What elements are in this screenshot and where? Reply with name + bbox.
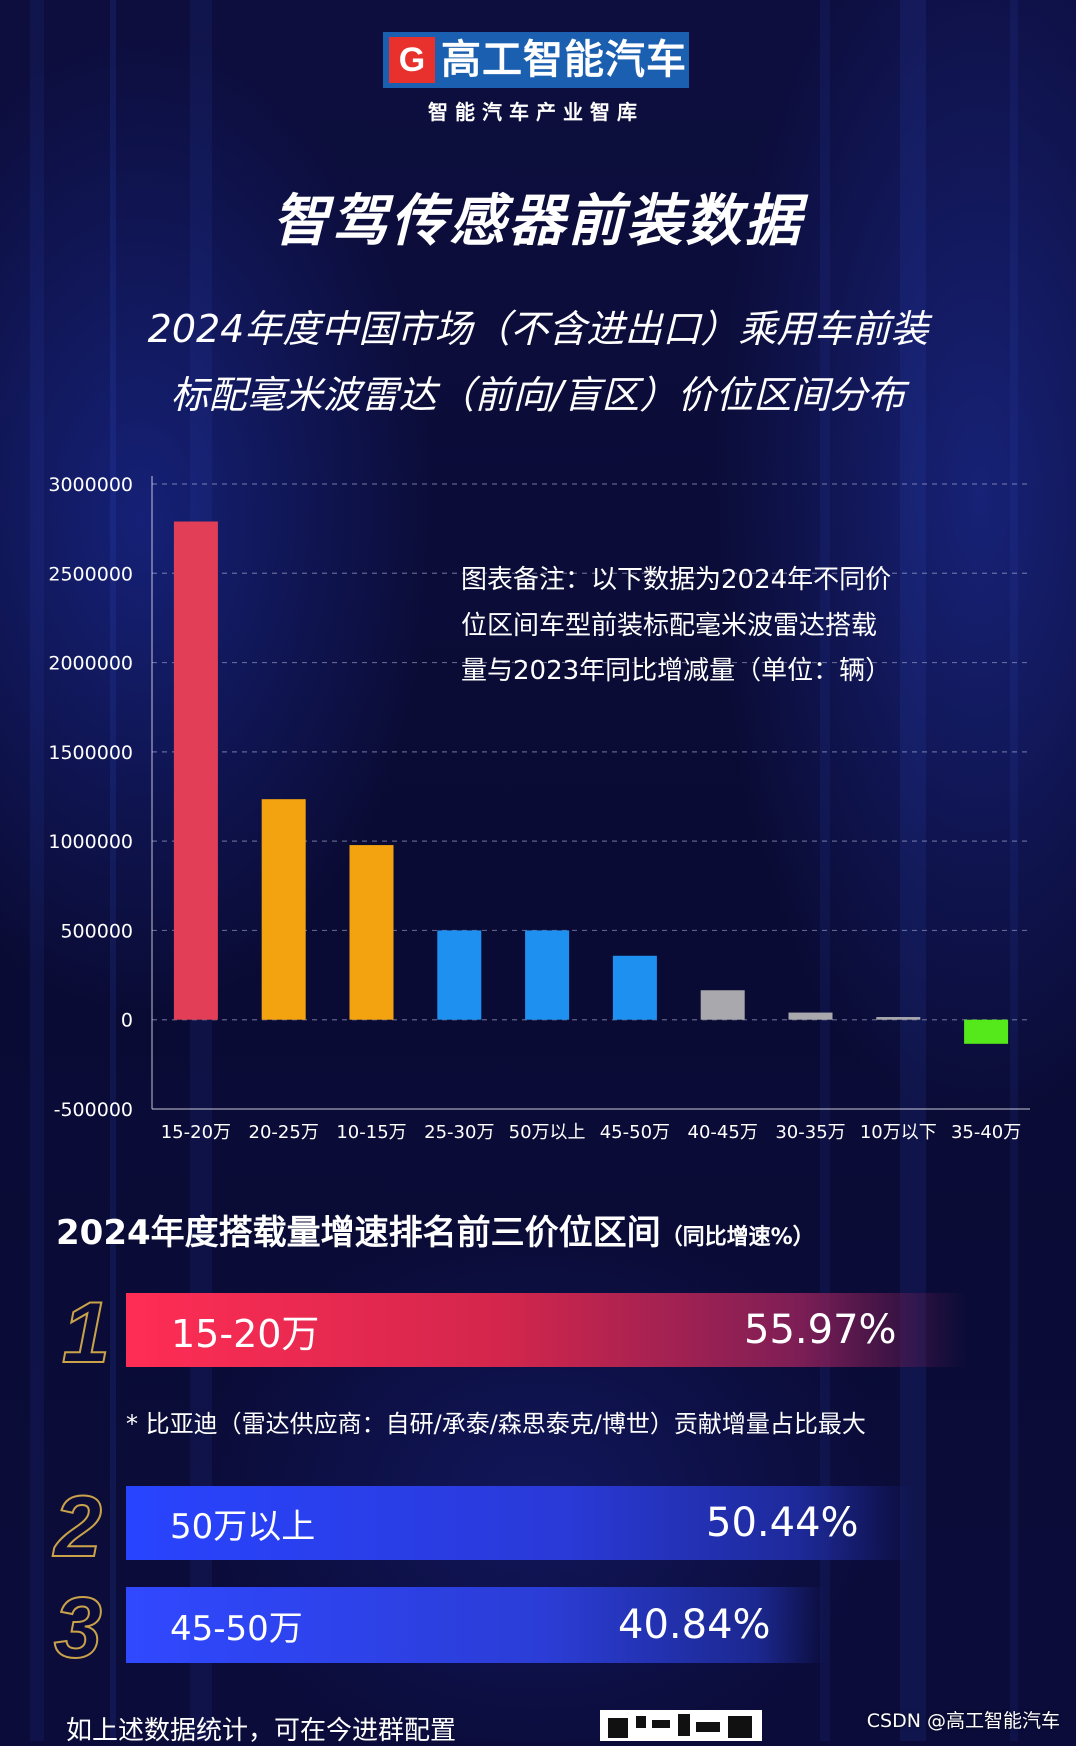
x-tick-label: 25-30万 — [424, 1122, 494, 1143]
x-tick-label: 20-25万 — [249, 1122, 319, 1143]
y-tick-label: 2500000 — [48, 563, 133, 585]
ranking-title-main: 2024年度搭载量增速排名前三价位区间 — [56, 1213, 661, 1253]
bar-45-50万 — [612, 955, 657, 1020]
ranking-label-2: 50万以上 — [170, 1506, 316, 1547]
y-tick-label: -500000 — [54, 1099, 133, 1121]
y-tick-label: 1500000 — [48, 742, 133, 764]
x-tick-label: 50万以上 — [509, 1122, 586, 1143]
chart-note-line-1: 图表备注：以下数据为2024年不同价 — [461, 565, 892, 595]
bar-20-25万 — [261, 799, 306, 1020]
brand-mark-icon: G — [389, 37, 435, 83]
y-tick-label: 2000000 — [48, 653, 133, 675]
ranking-value-3: 40.84% — [618, 1602, 771, 1648]
ranking-bar-1: 15-20万 55.97% — [126, 1293, 966, 1367]
x-tick-label: 15-20万 — [161, 1122, 231, 1143]
page-title: 智驾传感器前装数据 — [272, 189, 804, 254]
rank-number-2: 2 — [53, 1479, 103, 1575]
ranking-bar-3: 45-50万 40.84% — [126, 1587, 826, 1663]
watermark: CSDN @高工智能汽车 — [866, 1710, 1060, 1732]
ranking-title-suffix: （同比增速%） — [660, 1225, 815, 1250]
y-tick-label: 500000 — [60, 920, 133, 942]
x-tick-label: 45-50万 — [600, 1122, 670, 1143]
chart-subtitle-line-1: 2024年度中国市场（不含进出口）乘用车前装 — [147, 307, 929, 351]
bar-15-20万 — [173, 521, 218, 1020]
bar-chart: -500000 0 500000 1000000 1500000 2000000 25000… — [48, 474, 1030, 1143]
bar-30-35万 — [788, 1012, 833, 1020]
y-tick-label: 1000000 — [48, 831, 133, 853]
rank-number-1: 1 — [61, 1285, 111, 1381]
bar-50万以上 — [525, 930, 570, 1020]
brand-logo: G 高工智能汽车 — [383, 32, 689, 88]
ranking-bar-2: 50万以上 50.44% — [126, 1486, 916, 1560]
ranking-title: 2024年度搭载量增速排名前三价位区间（同比增速%） — [56, 1205, 815, 1254]
bar-35-40万 — [964, 1019, 1009, 1044]
x-tick-label: 30-35万 — [775, 1122, 845, 1143]
bar-25-30万 — [437, 930, 482, 1020]
y-tick-label: 3000000 — [48, 474, 133, 496]
ranking-footnote: * 比亚迪（雷达供应商：自研/承泰/森思泰克/博世）贡献增量占比最大 — [126, 1410, 866, 1438]
brand-name: 高工智能汽车 — [441, 37, 687, 83]
bar-10-15万 — [349, 845, 394, 1020]
rank-number-3: 3 — [53, 1580, 103, 1676]
x-tick-label: 10万以下 — [860, 1122, 937, 1143]
ranking-label-3: 45-50万 — [170, 1608, 303, 1649]
y-tick-label: 0 — [121, 1010, 133, 1032]
x-tick-label: 40-45万 — [688, 1122, 758, 1143]
bar-40-45万 — [700, 990, 745, 1020]
bar-10万以下 — [876, 1017, 921, 1020]
ranking-value-2: 50.44% — [706, 1500, 859, 1546]
chart-note-line-2: 位区间车型前装标配毫米波雷达搭载 — [461, 611, 878, 641]
ranking-label-1: 15-20万 — [171, 1311, 320, 1356]
x-tick-label: 10-15万 — [336, 1122, 406, 1143]
footer-partial-text: 如上述数据统计，可在今进群配置 — [66, 1716, 457, 1746]
chart-subtitle-line-2: 标配毫米波雷达（前向/盲区）价位区间分布 — [170, 373, 906, 417]
qr-code-icon — [600, 1710, 762, 1741]
brand-tagline: 智能汽车产业智库 — [428, 100, 644, 124]
ranking-value-1: 55.97% — [744, 1307, 897, 1353]
x-tick-label: 35-40万 — [951, 1122, 1021, 1143]
chart-note-line-3: 量与2023年同比增减量（单位：辆） — [461, 656, 892, 686]
